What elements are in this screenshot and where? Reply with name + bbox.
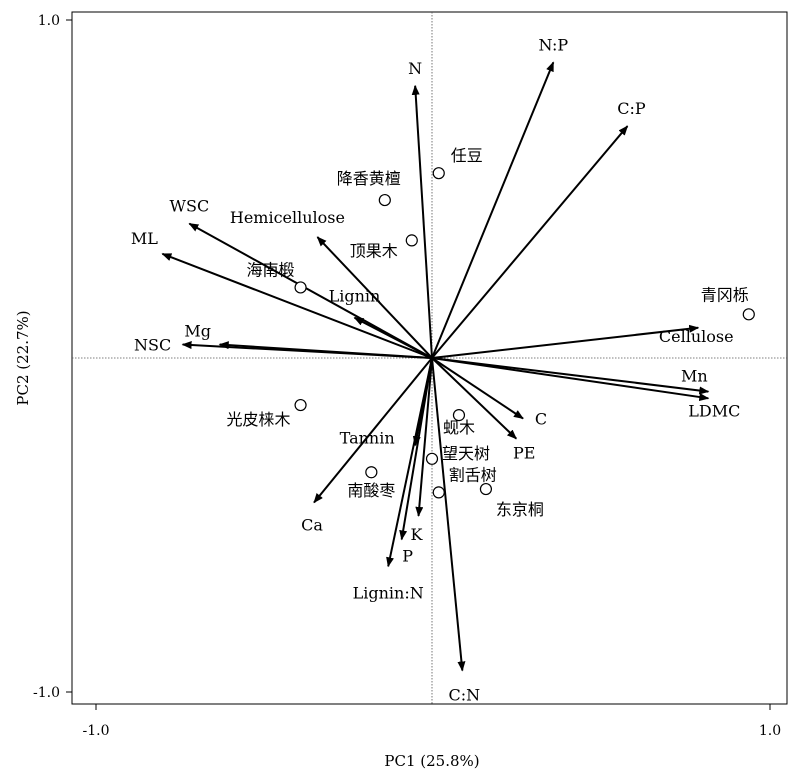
- species-point-10: [479, 482, 493, 496]
- vector-nsc: [181, 341, 433, 359]
- vector-label-lignin-n: Lignin:N: [353, 583, 424, 602]
- vector-label-mg: Mg: [184, 322, 211, 341]
- x-tick-label-right: 1.0: [759, 723, 781, 739]
- vector-lignin-n: [386, 357, 433, 568]
- species-point-0: [432, 167, 445, 180]
- species-label-3: 海南椴: [247, 260, 295, 279]
- vector-cellulose: [431, 324, 700, 359]
- species-point-1: [378, 193, 391, 207]
- vector-label-nsc: NSC: [134, 336, 171, 355]
- vector-label-mn: Mn: [681, 367, 708, 386]
- species-point-5: [294, 398, 307, 412]
- vector-n: [411, 84, 433, 359]
- species-label-9: 南酸枣: [347, 481, 395, 500]
- species-label-4: 青冈栎: [701, 285, 749, 304]
- x-tick-label-left: -1.0: [83, 723, 110, 739]
- vector-mn: [431, 357, 710, 395]
- species-label-0: 任豆: [451, 146, 483, 165]
- species-label-10: 东京桐: [496, 500, 544, 519]
- vector-wsc: [188, 222, 433, 359]
- species-point-7: [425, 452, 439, 465]
- vector-hemicellulose: [316, 236, 433, 359]
- species-point-8: [432, 486, 445, 499]
- y-tick-label-bottom: -1.0: [33, 685, 60, 701]
- species-label-6: 蚬木: [443, 418, 475, 437]
- vector-p: [399, 357, 433, 541]
- vector-label-n-p: N:P: [539, 35, 569, 54]
- y-tick-label-top: 1.0: [38, 13, 60, 29]
- y-axis-title: PC2 (22.7%): [14, 310, 32, 405]
- species-point-4: [742, 308, 755, 321]
- vector-label-ml: ML: [131, 229, 158, 248]
- vector-label-pe: PE: [513, 444, 535, 463]
- vector-label-n: N: [408, 59, 422, 78]
- vector-ml: [161, 252, 433, 359]
- x-axis-title: PC1 (25.8%): [384, 752, 479, 770]
- vector-label-c-n: C:N: [449, 685, 481, 704]
- species-label-7: 望天树: [442, 444, 490, 463]
- y-axis: 1.0 -1.0 PC2 (22.7%): [14, 13, 72, 701]
- vector-label-wsc: WSC: [170, 197, 210, 216]
- vector-n-p: [431, 61, 555, 359]
- vector-label-ca: Ca: [301, 515, 323, 534]
- vector-label-p: P: [402, 546, 413, 565]
- vector-label-c-p: C:P: [617, 99, 646, 118]
- vector-c: [431, 357, 524, 420]
- vector-ldmc: [431, 357, 710, 401]
- loading-vectors: N N:P C:P Hemicellulose WSC ML Lignin Mg NSC Cell…: [131, 35, 740, 704]
- species-label-5: 光皮梾木: [227, 410, 291, 429]
- vector-label-ldmc: LDMC: [688, 401, 740, 420]
- species-label-8: 割舌树: [449, 465, 497, 484]
- x-axis: -1.0 1.0 PC1 (25.8%): [83, 704, 781, 770]
- species-point-9: [365, 466, 378, 479]
- vector-c-p: [431, 125, 629, 359]
- vector-k: [415, 357, 433, 517]
- vector-label-cellulose: Cellulose: [659, 327, 734, 346]
- vector-label-k: K: [411, 525, 424, 544]
- species-point-6: [452, 409, 466, 422]
- species-label-1: 降香黄檀: [337, 169, 401, 188]
- vector-pe: [431, 357, 517, 440]
- vector-label-c: C: [535, 409, 547, 428]
- vector-c-n: [431, 357, 466, 672]
- vector-lignin: [353, 316, 433, 359]
- vector-ca: [313, 357, 433, 504]
- species-label-2: 顶果木: [350, 241, 398, 260]
- vector-label-hemicellulose: Hemicellulose: [230, 208, 345, 227]
- species-point-3: [294, 281, 307, 294]
- species-point-2: [405, 234, 418, 247]
- vector-label-lignin: Lignin: [329, 287, 381, 306]
